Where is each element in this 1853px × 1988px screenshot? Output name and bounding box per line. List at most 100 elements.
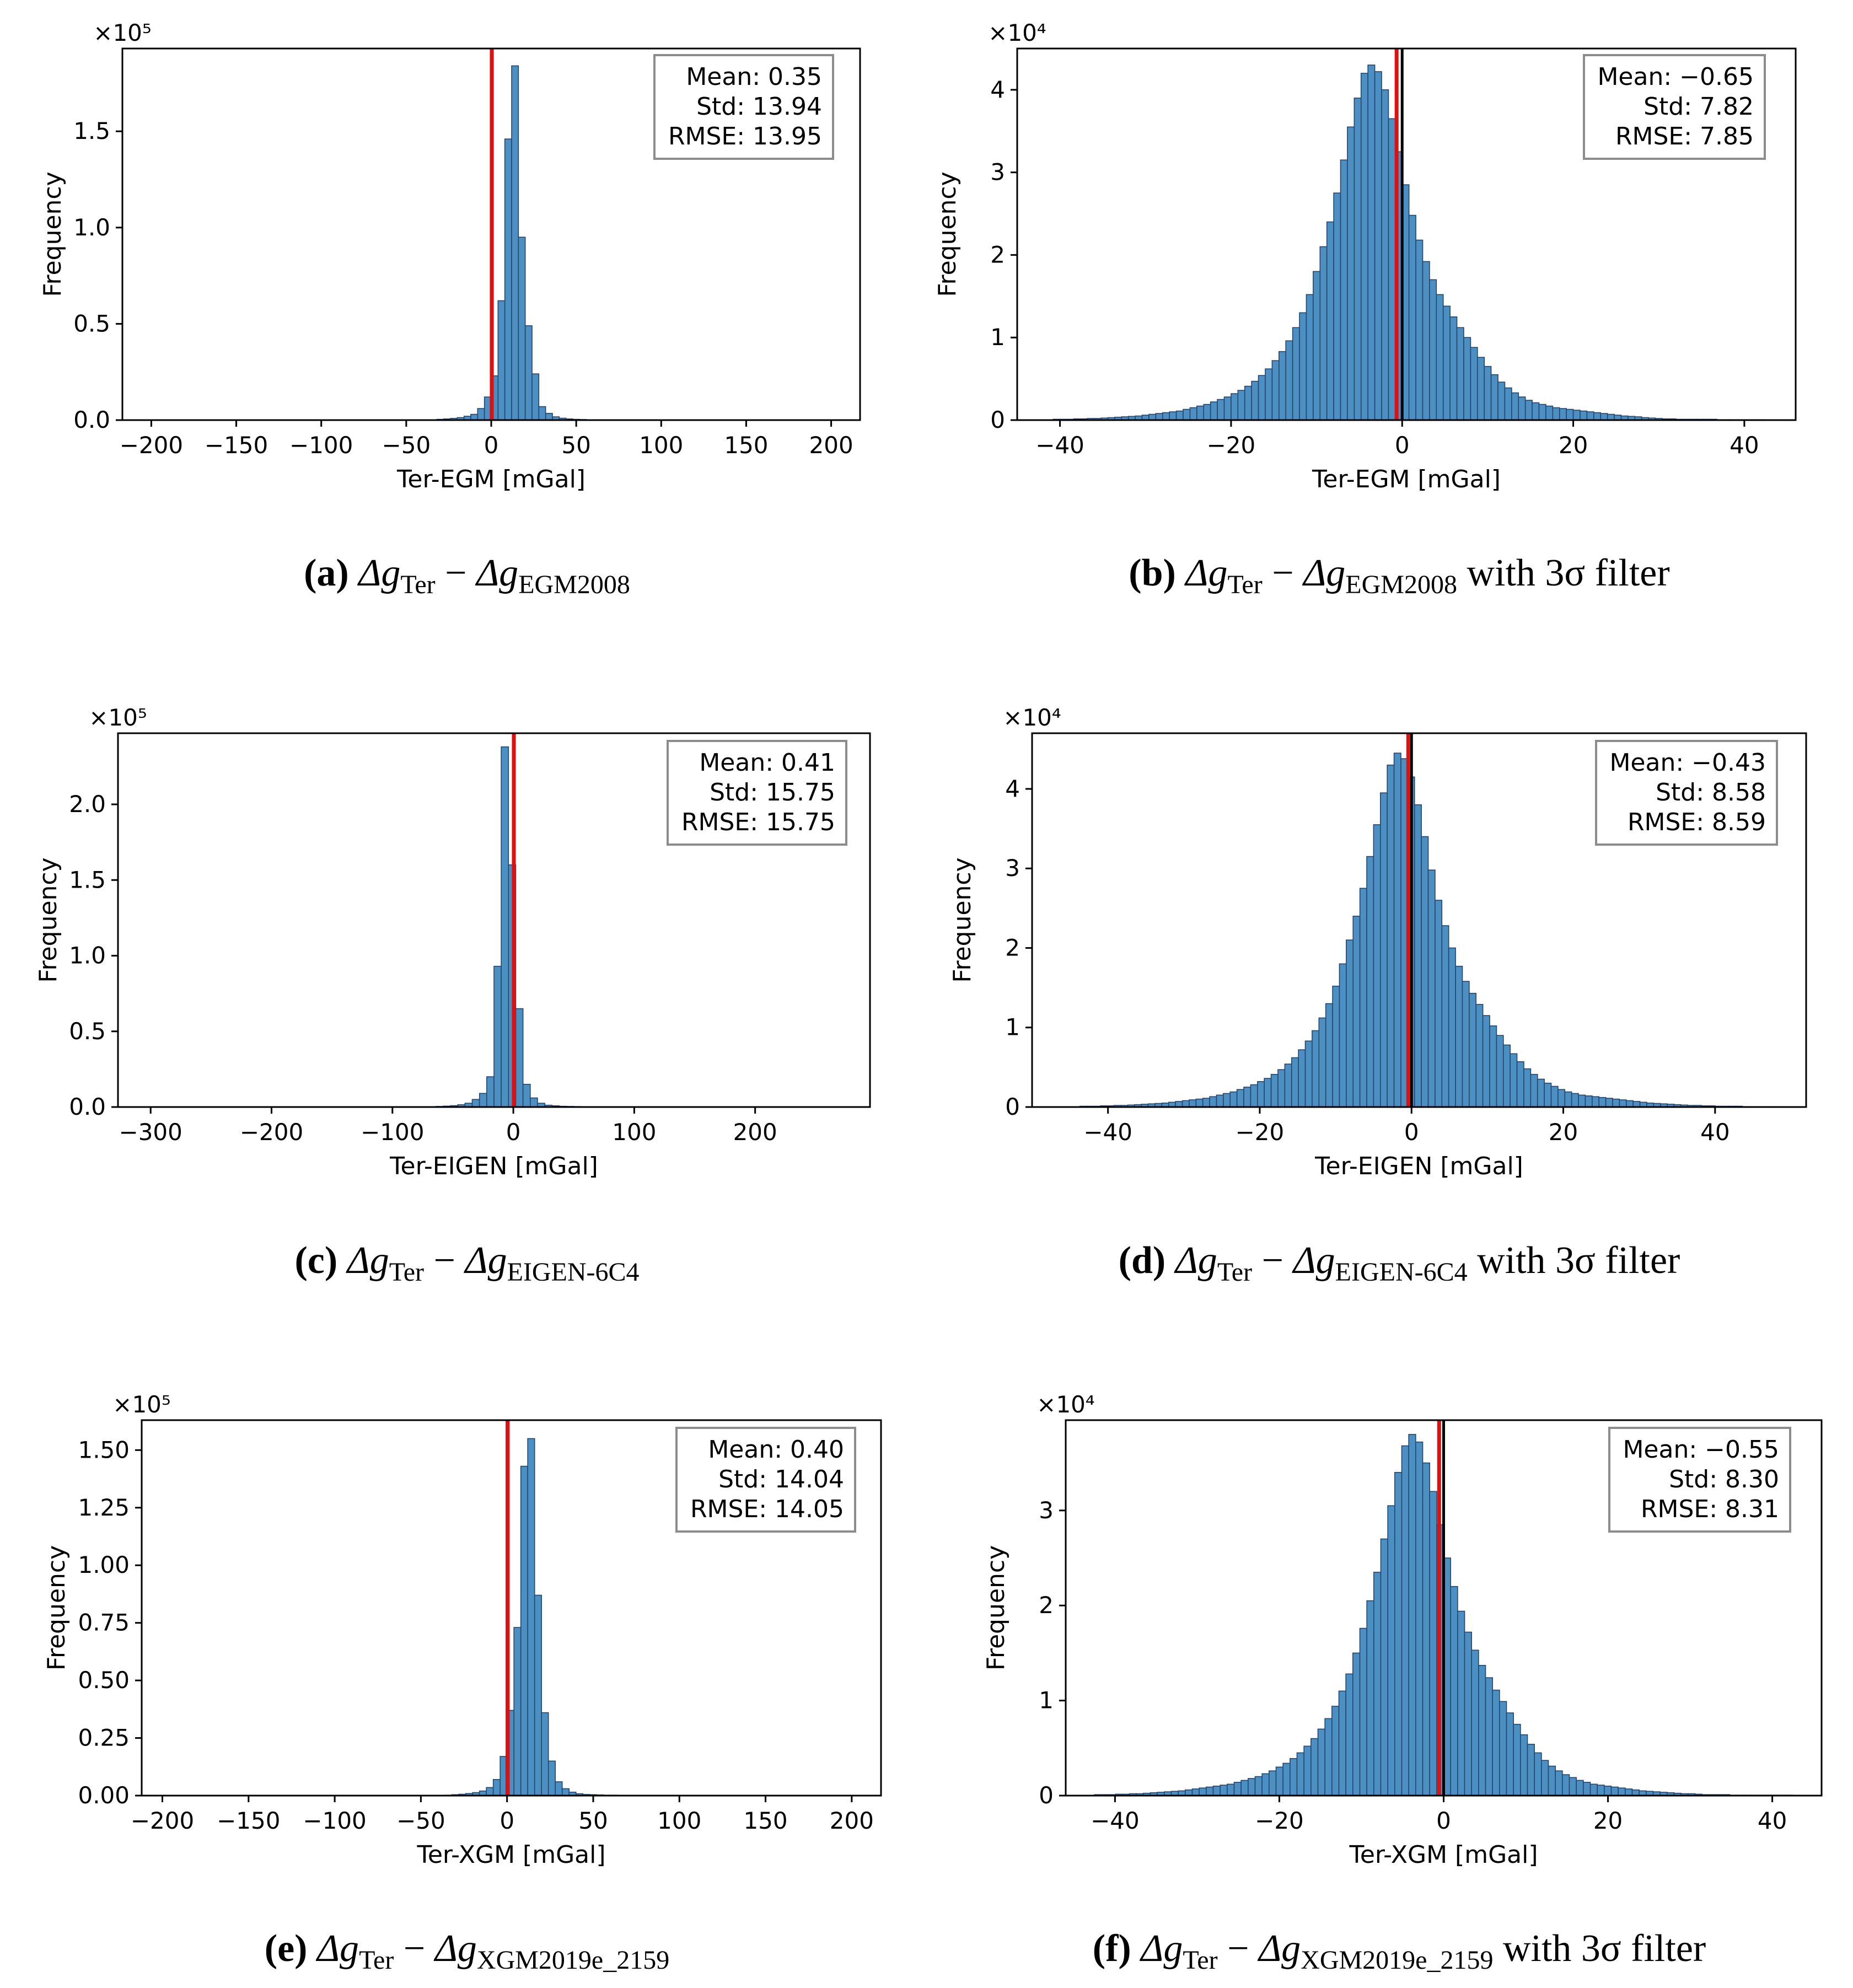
histogram-bar [1185, 1789, 1193, 1796]
histogram-bar [1537, 1078, 1545, 1108]
histogram-bar [515, 1008, 524, 1108]
y-tick-label: 3 [990, 159, 1005, 186]
y-tick-label: 1.00 [78, 1551, 130, 1578]
stats-std: Std: 14.04 [718, 1465, 844, 1493]
caption-e: (e) ΔgTer − ΔgXGM2019e_2159 [53, 1927, 880, 1975]
delta-g: Δg [465, 1239, 507, 1282]
histogram-bar [1231, 393, 1239, 421]
x-tick-label: −200 [131, 1807, 194, 1834]
histogram-bar [1387, 1505, 1395, 1796]
histogram-bar [1449, 316, 1458, 421]
x-tick-label: 20 [1593, 1807, 1623, 1834]
histogram-bar [1530, 1074, 1538, 1108]
x-tick-label: −40 [1091, 1807, 1140, 1834]
histogram-bar [531, 373, 540, 421]
histogram-bar [1325, 1003, 1333, 1108]
stats-rmse: RMSE: 13.95 [668, 122, 822, 151]
histogram-bar [1511, 392, 1519, 421]
x-tick-label: −200 [240, 1119, 303, 1146]
x-tick-label: 50 [578, 1807, 608, 1834]
histogram-bar [1387, 764, 1395, 1108]
histogram-bar [1265, 368, 1273, 421]
histogram-bar [1332, 985, 1340, 1108]
histogram-bar [1381, 89, 1389, 421]
stats-mean: Mean: −0.43 [1609, 749, 1766, 777]
histogram-bar [1251, 380, 1259, 421]
histogram-bar [1557, 1089, 1566, 1108]
caption-d: (d) ΔgTer − ΔgEIGEN-6C4 with 3σ filter [986, 1239, 1813, 1287]
histogram-bar [1366, 1600, 1374, 1796]
histogram-bar [1183, 409, 1191, 421]
histogram-bar [1162, 412, 1170, 421]
y-tick-label: 1 [1039, 1687, 1054, 1714]
histogram-bar [1292, 327, 1300, 421]
histogram-bar [1352, 915, 1361, 1108]
y-tick-label: 1.0 [73, 214, 110, 241]
sub-model: EGM2008 [1345, 570, 1457, 599]
histogram-bar [527, 1438, 535, 1796]
y-tick-label: 2 [1005, 934, 1020, 961]
x-tick-label: −40 [1035, 432, 1084, 459]
y-tick-label: 0.5 [69, 1018, 106, 1045]
histogram-panel-b: −40 −20 0 20 40 0 1 2 3 4 ×10⁴ Ter-EGM [mGal] Freque… [933, 19, 1797, 493]
histogram-bar [501, 746, 509, 1108]
y-tick-label: 0.25 [78, 1724, 130, 1751]
histogram-bar [1401, 1445, 1409, 1796]
histogram-bar [1317, 1728, 1325, 1796]
histogram-bar [1436, 294, 1444, 421]
histogram-bar [547, 1760, 556, 1796]
stats-rmse: RMSE: 7.85 [1615, 122, 1754, 151]
sub-model: EIGEN-6C4 [507, 1258, 640, 1287]
histogram-bar [477, 408, 485, 421]
x-axis-label: Ter-EGM [mGal] [396, 465, 586, 493]
histogram-bar [1520, 1734, 1528, 1796]
histogram-bar [1441, 925, 1449, 1108]
histogram-bar [1326, 221, 1334, 421]
histogram-bar [1414, 804, 1422, 1108]
histogram-bar [1497, 382, 1506, 421]
delta-g: Δg [1303, 552, 1346, 594]
x-tick-label: −50 [396, 1807, 445, 1834]
axis-exponent-label: ×10⁴ [988, 19, 1046, 46]
sub-ter: Ter [1217, 1258, 1253, 1287]
histogram-bar [1313, 271, 1321, 421]
caption-a: (a) ΔgTer − ΔgEGM2008 [53, 551, 880, 600]
stats-box [1595, 740, 1778, 846]
histogram-bar [1250, 1084, 1258, 1108]
delta-g: Δg [1293, 1239, 1335, 1282]
histogram-bar [1544, 1082, 1552, 1108]
histogram-bar [1435, 900, 1443, 1108]
histogram-bar [1324, 1718, 1333, 1796]
histogram-bar [1457, 1610, 1465, 1796]
histogram-bar [1408, 1434, 1416, 1796]
x-tick-label: −200 [120, 432, 183, 459]
histogram-bar [1442, 305, 1451, 421]
histogram-bar [1299, 312, 1307, 421]
x-axis-label: Ter-XGM [mGal] [416, 1841, 605, 1869]
y-tick-label: 0 [1039, 1782, 1054, 1809]
histogram-bar [1625, 1100, 1634, 1108]
stats-rmse: RMSE: 14.05 [690, 1495, 844, 1523]
x-tick-label: 200 [809, 432, 853, 459]
x-tick-label: −150 [217, 1807, 280, 1834]
histogram-bar [1605, 1098, 1613, 1108]
histogram-bar [534, 1594, 543, 1796]
histogram-bar [561, 1788, 570, 1796]
histogram-bar [1523, 1068, 1532, 1108]
y-tick-label: 0.5 [73, 310, 110, 337]
histogram-bar [1199, 1787, 1207, 1796]
histogram-bar [1552, 407, 1560, 421]
y-tick-label: 0.0 [69, 1093, 106, 1120]
histogram-bar [1279, 351, 1287, 421]
histogram-bar [1631, 1789, 1640, 1796]
histogram-bar [1607, 413, 1615, 421]
histogram-bar [1578, 1094, 1586, 1108]
axis-exponent-label: ×10⁴ [1003, 704, 1061, 731]
histogram-bar [1175, 410, 1184, 421]
minus: − [1252, 1239, 1293, 1282]
stats-mean: Mean: −0.55 [1623, 1436, 1779, 1464]
histogram-bar [1345, 1673, 1354, 1796]
histogram-bar [1455, 965, 1463, 1108]
stats-box [1583, 54, 1766, 160]
